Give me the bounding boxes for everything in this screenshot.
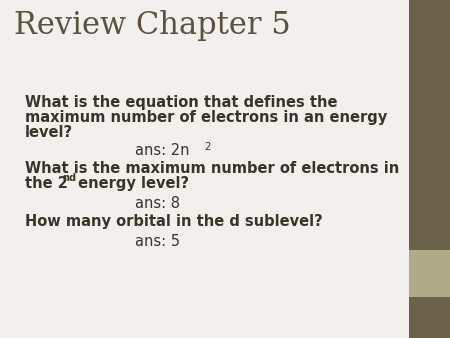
Text: maximum number of electrons in an energy: maximum number of electrons in an energy: [25, 110, 387, 125]
Bar: [409, 297, 450, 338]
Bar: [409, 0, 450, 250]
Text: Review Chapter 5: Review Chapter 5: [14, 10, 290, 41]
Text: 2: 2: [205, 142, 211, 152]
Text: How many orbital in the d sublevel?: How many orbital in the d sublevel?: [25, 214, 323, 228]
Text: the 2: the 2: [25, 176, 68, 191]
Text: nd: nd: [62, 173, 76, 184]
Text: What is the equation that defines the: What is the equation that defines the: [25, 95, 337, 110]
Text: level?: level?: [25, 125, 73, 140]
Text: ans: 5: ans: 5: [135, 234, 180, 249]
Text: ans: 8: ans: 8: [135, 196, 180, 211]
Bar: [409, 250, 450, 297]
Text: energy level?: energy level?: [73, 176, 189, 191]
Text: What is the maximum number of electrons in: What is the maximum number of electrons …: [25, 161, 399, 175]
Text: ans: 2n: ans: 2n: [135, 143, 189, 158]
